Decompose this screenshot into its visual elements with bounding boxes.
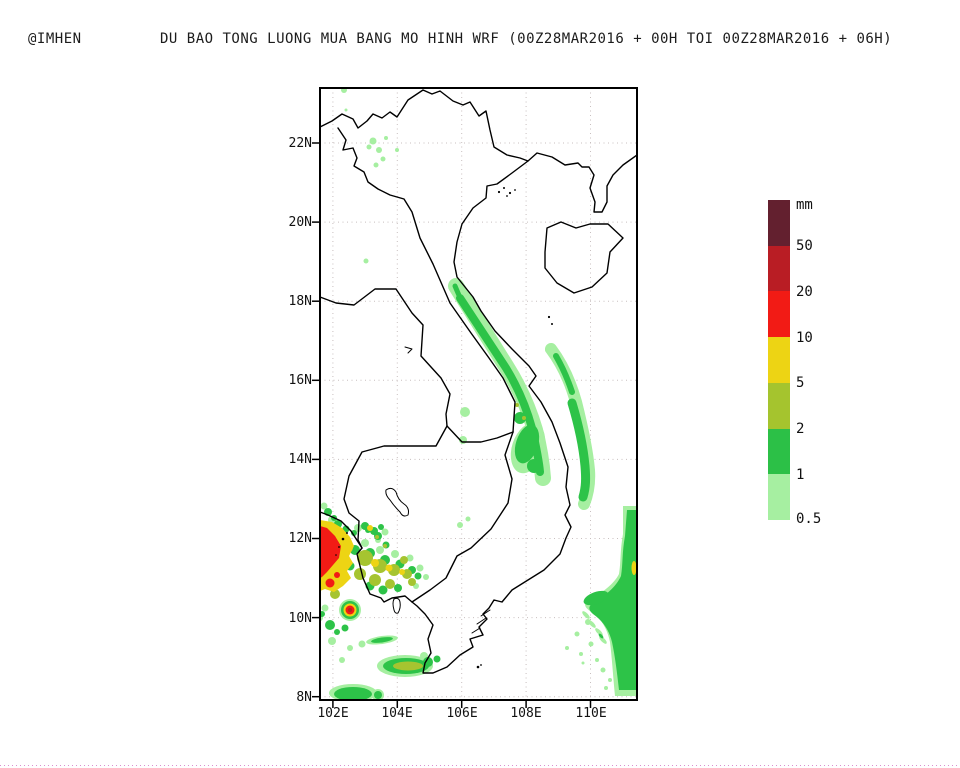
legend-unit: mm: [796, 197, 813, 213]
phu-quoc-island: [392, 597, 401, 614]
page-title: DU BAO TONG LUONG MUA BANG MO HINH WRF (…: [160, 31, 893, 47]
legend-segment-above-50: [768, 200, 790, 246]
lat-label: 8N: [296, 690, 312, 705]
lat-label: 10N: [288, 611, 312, 626]
lon-label: 104E: [381, 706, 413, 721]
tonle-sap-lake: [385, 487, 409, 517]
legend-threshold: 0.5: [796, 511, 822, 527]
legend-segment-5-10: [768, 337, 790, 383]
legend-segment-1-2: [768, 428, 790, 475]
thai-cambodia-border: [343, 425, 448, 549]
lon-label: 110E: [575, 706, 607, 721]
legend-segment-05-1: [768, 474, 790, 521]
legend-segment-2-5: [768, 382, 790, 429]
lat-label: 20N: [288, 215, 312, 230]
lon-label: 102E: [317, 706, 349, 721]
lat-label: 18N: [288, 294, 312, 309]
lat-label: 12N: [288, 531, 312, 546]
attribution-label: @IMHEN: [28, 31, 82, 47]
legend-threshold: 50: [796, 238, 813, 254]
legend-segment-10-20: [768, 291, 790, 338]
lat-label: 16N: [288, 373, 312, 388]
mekong-estuaries: [471, 609, 491, 634]
legend-color-bar: [768, 200, 790, 521]
lon-label: 108E: [510, 706, 542, 721]
map-frame: [319, 87, 638, 701]
bottom-dotted-divider: [0, 765, 960, 766]
vietnam-laos-border: [337, 127, 516, 433]
legend-threshold: 1: [796, 467, 805, 483]
lon-label: 106E: [446, 706, 478, 721]
vietnam-cambodia-border: [411, 431, 514, 603]
legend-threshold: 20: [796, 284, 813, 300]
coastline-borders: [319, 89, 638, 674]
mekong-thai-laos-border: [319, 288, 451, 427]
rain-layer-olive: [330, 403, 526, 671]
rain-layer-light-green: [320, 88, 637, 700]
nong-han-lake: [404, 346, 413, 354]
lat-label: 22N: [288, 136, 312, 151]
legend-threshold: 2: [796, 421, 805, 437]
lat-label: 14N: [288, 452, 312, 467]
legend-threshold: 5: [796, 375, 805, 391]
small-islands: [335, 187, 553, 669]
laos-cambodia-border: [446, 425, 514, 443]
rain-layer-dark-red: [348, 608, 352, 612]
hainan-island-path: [544, 221, 624, 294]
mainland-coast-path: [319, 89, 572, 674]
legend-threshold: 10: [796, 330, 813, 346]
legend-segment-20-50: [768, 245, 790, 292]
china-coast-path: [527, 152, 638, 213]
map-canvas: [312, 87, 638, 708]
axis-ticks: [312, 142, 592, 708]
